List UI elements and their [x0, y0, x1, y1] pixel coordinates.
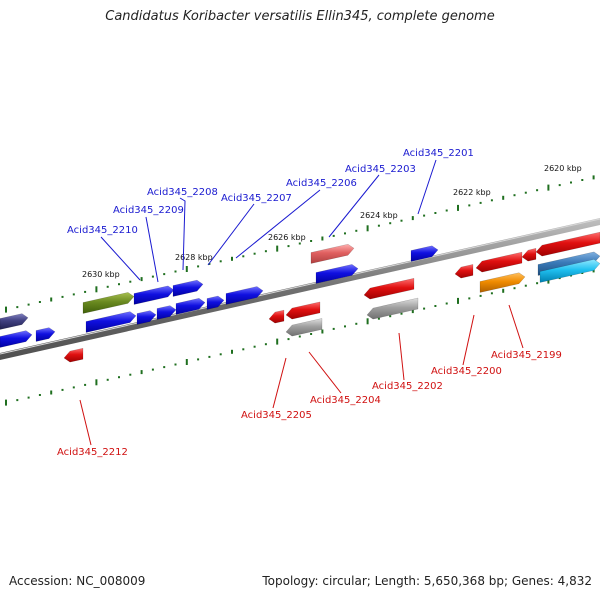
gene-label-acid345-2210[interactable]: Acid345_2210: [67, 225, 138, 236]
gene-acid345-2204[interactable]: [285, 318, 323, 337]
leader-acid345-2206: [235, 189, 321, 259]
leader-acid345-2212: [79, 399, 92, 446]
scale-ticks-forward: [5, 175, 595, 313]
gene-acid345-2212[interactable]: [63, 347, 84, 363]
leader-acid345-2203: [328, 174, 380, 238]
leader-acid345-2201: [417, 159, 437, 215]
gene-label-acid345-2200[interactable]: Acid345_2200: [431, 366, 502, 377]
gene-blue-left[interactable]: [0, 330, 33, 348]
gene-acid345-2208[interactable]: [172, 279, 204, 297]
gene-blue-small-left[interactable]: [35, 327, 56, 342]
gene-acid345-2207[interactable]: [206, 295, 225, 310]
leader-acid345-2208: [179, 197, 186, 271]
gene-acid345-2200[interactable]: [475, 251, 523, 273]
gene-label-acid345-2209[interactable]: Acid345_2209: [113, 205, 184, 216]
gene-label-acid345-2201[interactable]: Acid345_2201: [403, 148, 474, 159]
gene-acid345-2202[interactable]: [366, 297, 419, 320]
scale-label-2626: 2626 kbp: [268, 233, 306, 242]
gene-acid345-2203[interactable]: [315, 264, 359, 284]
leader-acid345-2202: [398, 332, 405, 381]
gene-navy-left[interactable]: [0, 313, 29, 330]
leader-acid345-2207: [207, 203, 255, 266]
gene-label-acid345-2208[interactable]: Acid345_2208: [147, 187, 218, 198]
gene-label-acid345-2207[interactable]: Acid345_2207: [221, 193, 292, 204]
gene-acid345-2199[interactable]: [479, 272, 526, 293]
leader-acid345-2204: [308, 351, 342, 394]
scale-label-2628: 2628 kbp: [175, 253, 213, 262]
accession-text: Accession: NC_008009: [9, 574, 146, 588]
scale-label-2630: 2630 kbp: [82, 270, 120, 279]
reverse-label-leaders: [79, 304, 524, 446]
gene-red-tiny[interactable]: [521, 247, 537, 262]
genome-backbone-highlight: [0, 218, 600, 355]
gene-acid345-2206[interactable]: [225, 286, 264, 305]
gene-acid345-2202-red[interactable]: [363, 277, 415, 300]
topology-summary: Topology: circular; Length: 5,650,368 bp…: [262, 574, 592, 588]
gene-label-acid345-2206[interactable]: Acid345_2206: [286, 178, 357, 189]
leader-acid345-2210: [100, 236, 141, 281]
gene-cyan-right[interactable]: [539, 259, 600, 283]
gene-label-acid345-2203[interactable]: Acid345_2203: [345, 164, 416, 175]
forward-label-leaders: [100, 159, 437, 283]
gene-label-acid345-2205[interactable]: Acid345_2205: [241, 410, 312, 421]
gene-label-acid345-2199[interactable]: Acid345_2199: [491, 350, 562, 361]
genome-backbone: [0, 218, 600, 360]
gene-label-acid345-2204[interactable]: Acid345_2204: [310, 395, 381, 406]
leader-acid345-2209: [145, 216, 159, 283]
scale-label-2624: 2624 kbp: [360, 211, 398, 220]
scale-label-2620: 2620 kbp: [544, 164, 582, 173]
map-title: Candidatus Koribacter versatilis Ellin34…: [105, 9, 495, 24]
gene-label-acid345-2212[interactable]: Acid345_2212: [57, 447, 128, 458]
leader-acid345-2205: [272, 357, 287, 409]
leader-acid345-2199: [508, 304, 524, 349]
gene-acid345-2205-small[interactable]: [268, 309, 285, 324]
gene-red-right[interactable]: [535, 231, 600, 257]
gene-blue-row2-d[interactable]: [175, 298, 206, 315]
scale-ticks-reverse: [5, 268, 595, 406]
gene-features: [0, 231, 600, 363]
gene-acid345-2203-pink[interactable]: [310, 243, 355, 264]
gene-label-acid345-2202[interactable]: Acid345_2202: [372, 381, 443, 392]
gene-blue-row2-c[interactable]: [156, 305, 177, 320]
gene-acid345-2210[interactable]: [133, 285, 175, 305]
gene-blue-row2-b[interactable]: [136, 310, 157, 325]
gene-red-small[interactable]: [454, 264, 474, 279]
gene-blue-row2-a[interactable]: [85, 311, 137, 333]
leader-acid345-2200: [462, 314, 475, 366]
gene-olive[interactable]: [82, 292, 135, 314]
scale-label-2622: 2622 kbp: [453, 188, 491, 197]
gene-acid345-2205[interactable]: [285, 301, 321, 320]
gene-acid345-2201[interactable]: [410, 245, 439, 262]
